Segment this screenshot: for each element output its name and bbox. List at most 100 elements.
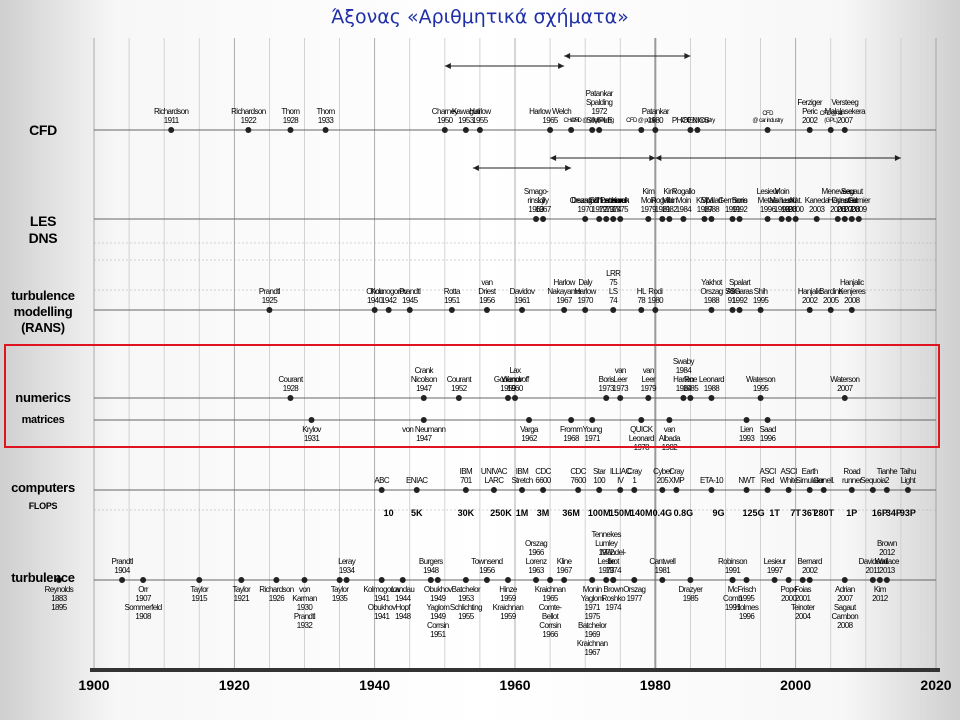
cfd-event-marker <box>168 127 175 133</box>
computer-event-marker <box>596 487 603 493</box>
x-tick-label: 1980 <box>640 677 671 693</box>
rans-event-label: van Driest 1956 <box>478 278 496 305</box>
cfd-milestone-label: CFD @ public <box>626 118 657 124</box>
rans-event-marker <box>638 307 645 313</box>
les-event-marker <box>855 216 862 222</box>
computer-event-label: ETA-10 <box>699 476 724 485</box>
computer-event-marker <box>869 487 876 493</box>
cfd-event-marker <box>441 127 448 133</box>
turbulence-event-marker <box>603 577 610 583</box>
rans-event-marker <box>519 307 526 313</box>
cfd-event-marker <box>596 127 603 133</box>
turbulence-event-marker <box>876 577 883 583</box>
les-event-label: Lilly 1967 <box>535 196 551 214</box>
numerics-event-label: Leonard 1988 <box>698 375 725 393</box>
numerics-event-label: Roe 1985 <box>682 375 699 393</box>
flops-value: 1P <box>846 508 858 518</box>
matrices-event-marker <box>526 417 533 423</box>
les-event-label: Kwak 1975 <box>611 196 630 214</box>
les-event-marker <box>848 216 855 222</box>
computer-event-label: Cyber 205 <box>653 467 672 485</box>
turbulence-event-label: Taylor 1915 <box>190 585 209 603</box>
turbulence-event-label: Kraichnan 1965 Comte- Bellot Corrsin 196… <box>534 585 566 639</box>
turbulence-event-label: Pope 2000 <box>780 585 797 603</box>
flops-value: 3M <box>536 508 550 518</box>
x-tick-label: 2020 <box>920 677 951 693</box>
numerics-event-label: Courant 1928 <box>278 375 303 393</box>
rans-event-marker <box>582 307 589 313</box>
computer-event-marker <box>378 487 385 493</box>
turbulence-event-label: Mandel- brot 1974 <box>600 548 626 575</box>
turbulence-event-label: Richardson 1926 <box>259 585 294 603</box>
flops-value: 5K <box>411 508 423 518</box>
computer-event-marker <box>883 487 890 493</box>
cfd-event-marker <box>687 127 694 133</box>
rans-event-label: Yakhot Orszag 1988 <box>700 278 723 305</box>
cfd-event-marker <box>462 127 469 133</box>
rans-event-marker <box>736 307 743 313</box>
page-title: Άξονας «Αριθμητικά σχήματα» <box>331 6 629 28</box>
turbulence-event-marker <box>610 577 617 583</box>
numerics-event-label: Swaby 1984 Harten 1984 <box>672 357 695 393</box>
computer-event-label: ABC <box>374 476 389 485</box>
computer-event-marker <box>413 487 420 493</box>
turbulence-event-marker <box>589 577 596 583</box>
cfd-event-label: Richardson 1922 <box>231 107 266 125</box>
cfd-event-label: Harlow 1955 <box>469 107 491 125</box>
computer-event-label: Cray XMP <box>668 467 685 485</box>
les-event-marker <box>603 216 610 222</box>
les-event-marker <box>659 216 666 222</box>
numerics-event-marker <box>455 395 462 401</box>
x-tick-label: 1900 <box>78 677 109 693</box>
cfd-event-marker <box>547 127 554 133</box>
turbulence-event-label: Kline 1967 <box>556 557 572 575</box>
numerics-event-label: van Leer 1973 <box>612 366 629 393</box>
turbulence-event-label: Orr 1907 Sommerfeld 1908 <box>124 585 163 621</box>
rans-event-marker <box>806 307 813 313</box>
rans-event-label: Prandtl 1945 <box>399 287 421 305</box>
cfd-event-marker <box>841 127 848 133</box>
numerics-event-marker <box>512 395 518 401</box>
les-event-label: Segaut et al. 2008 <box>840 187 863 214</box>
turbulence-event-marker <box>119 577 126 583</box>
rans-event-marker <box>561 307 568 313</box>
row-label-matrices: matrices <box>21 414 65 426</box>
les-event-marker <box>778 216 785 222</box>
turbulence-event-label: Bernard 2002 <box>797 557 823 575</box>
flops-value: 125G <box>742 508 765 518</box>
les-event-label: Kim Moin 1982 <box>661 187 678 214</box>
x-tick-label: 1940 <box>359 677 390 693</box>
turbulence-event-label: Batchelor 1953 Schlichting 1955 <box>449 585 483 621</box>
rans-event-label: Shih 1995 <box>752 287 769 305</box>
turbulence-event-marker <box>883 577 890 583</box>
turbulence-event-marker <box>343 577 350 583</box>
cfd-event-marker <box>287 127 294 133</box>
computer-event-label: CDC 7600 <box>570 467 586 485</box>
row-label-cfd: CFD <box>29 121 57 138</box>
computer-event-marker <box>743 487 750 493</box>
matrices-event-marker <box>666 417 673 423</box>
rans-event-label: Daly Harlow 1970 <box>574 278 597 305</box>
les-event-marker <box>785 216 792 222</box>
turbulence-event-marker <box>55 577 62 583</box>
turbulence-event-marker <box>841 577 848 583</box>
les-span-arrow <box>894 155 901 161</box>
cfd-event-label: Richardson 1911 <box>153 107 189 125</box>
les-event-marker <box>708 216 715 222</box>
computer-event-marker <box>764 487 771 493</box>
rans-event-marker <box>757 307 764 313</box>
matrices-event-marker <box>764 417 771 423</box>
flops-value: 140M <box>630 508 653 518</box>
flops-value: 280T <box>813 508 834 518</box>
cfd-event-marker <box>806 127 813 133</box>
rans-event-label: Rotta 1951 <box>443 287 461 305</box>
turbulence-event-label: Landau 1944 Hopf 1948 <box>391 585 415 621</box>
computer-event-label: Sequoia <box>860 476 886 485</box>
flops-value: 1M <box>515 508 529 518</box>
turbulence-event-label: Hinze 1959 Kraichnan 1959 <box>492 585 524 621</box>
numerics-event-label: Lax Wendroff 1960 <box>501 366 529 393</box>
turbulence-event-label: Townsend 1956 <box>471 557 503 575</box>
turbulence-event-label: Prandtl 1904 <box>111 557 133 575</box>
les-event-marker <box>764 216 771 222</box>
rans-event-label: Harlow Nakayama 1967 <box>547 278 581 305</box>
